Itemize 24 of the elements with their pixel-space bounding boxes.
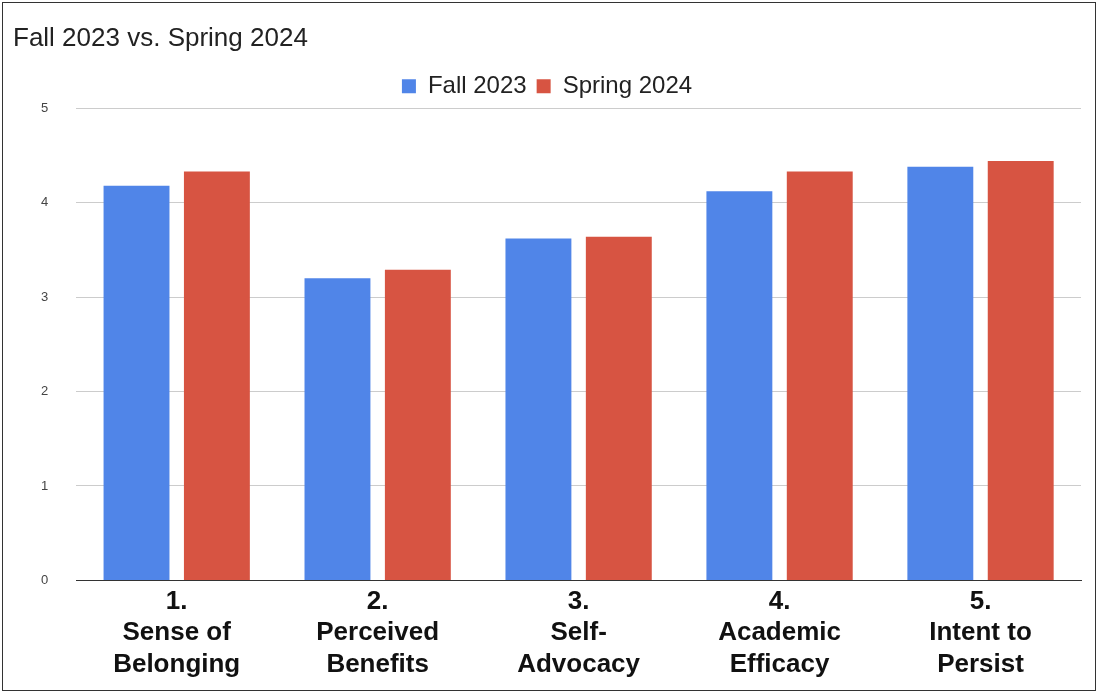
bar [384,269,451,580]
y-tick-label: 4 [41,194,49,210]
x-tick-label: 4. Academic Efficacy [718,585,841,678]
bar [987,161,1054,580]
y-tick-label: 2 [41,383,49,399]
bar [907,166,974,580]
bar [585,236,652,580]
x-tick-label: 1. Sense of Belonging [113,585,241,678]
bar [706,191,773,580]
legend-label: Spring 2024 [562,70,693,98]
y-tick-label: 3 [41,288,49,304]
x-tick-label: 5. Intent to Persist [929,585,1032,678]
bar [505,238,572,580]
bar [103,185,170,580]
legend-label: Fall 2023 [427,70,527,98]
y-tick-label: 5 [41,99,49,115]
x-tick-label: 2. Perceived Benefits [316,585,440,678]
bar [786,171,853,580]
y-tick-label: 1 [41,477,49,493]
bar [183,171,250,580]
x-tick-label: 3. Self-Advocacy [517,585,641,678]
bar [304,278,371,580]
y-tick-label: 0 [41,571,49,587]
chart-title: Fall 2023 vs. Spring 2024 [13,21,308,52]
